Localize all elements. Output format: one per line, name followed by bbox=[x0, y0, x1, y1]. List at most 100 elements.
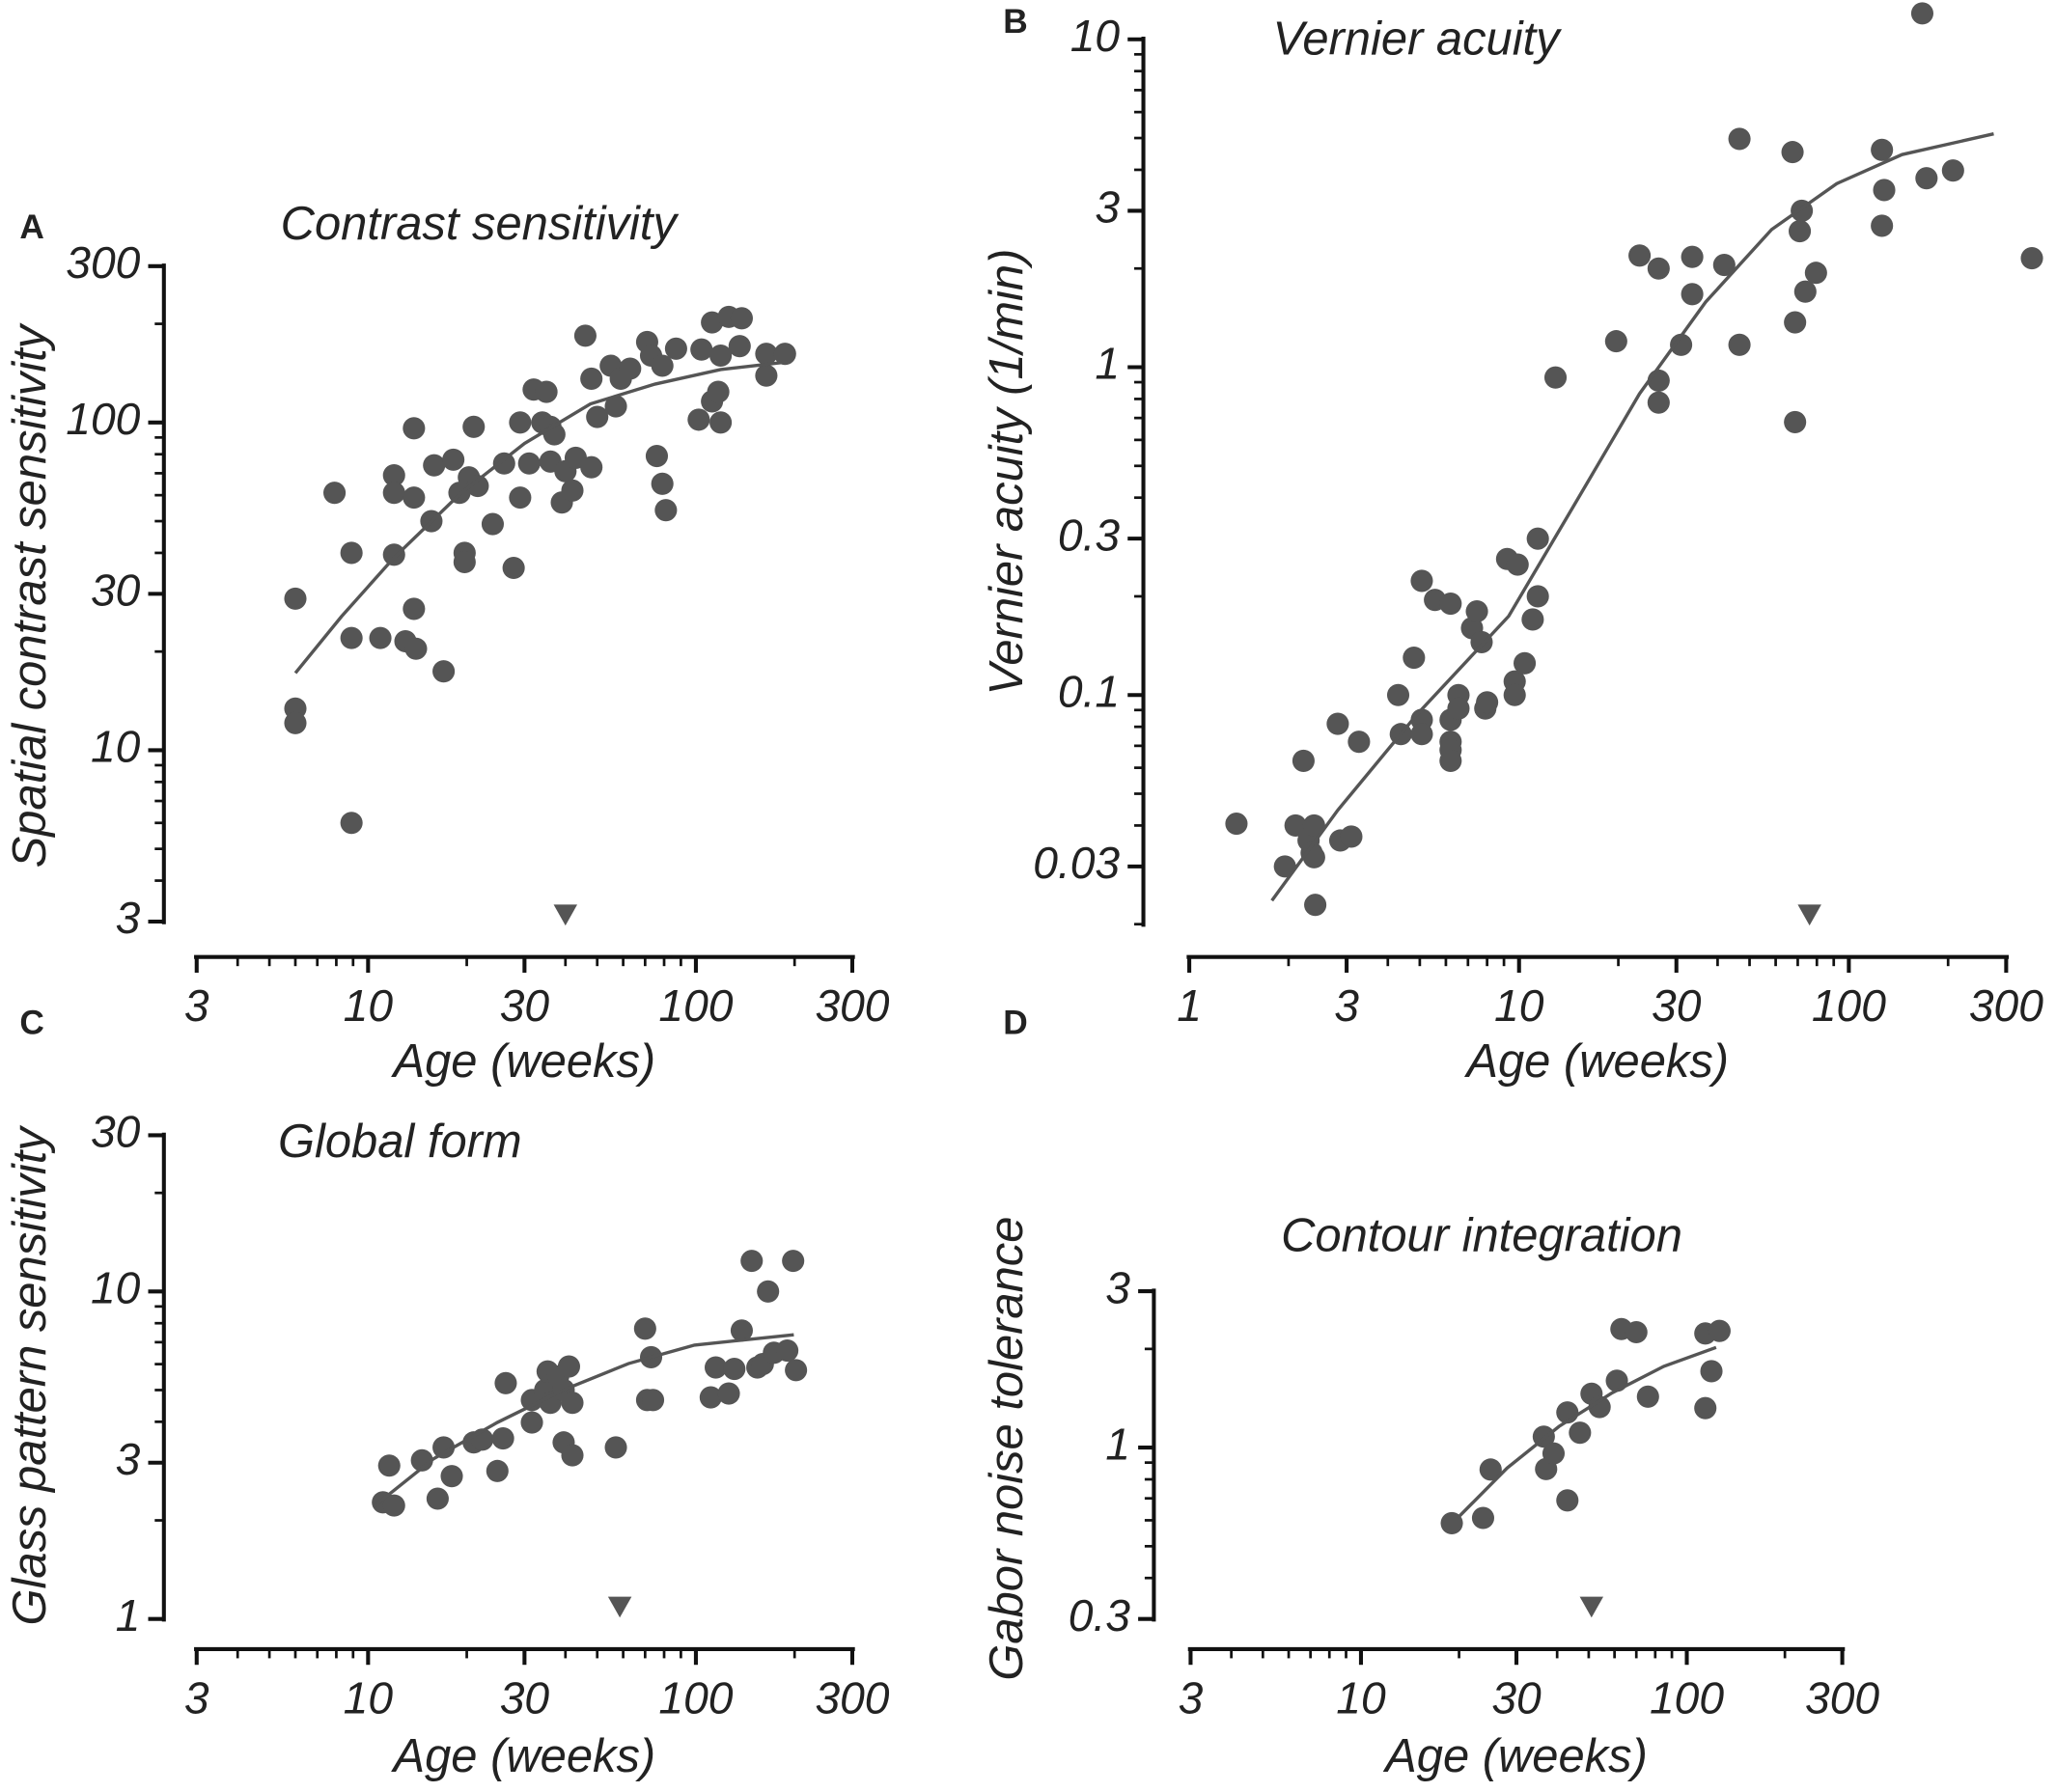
data-point bbox=[1712, 254, 1736, 277]
data-point bbox=[1784, 311, 1807, 334]
x-tick-label: 10 bbox=[344, 1672, 394, 1723]
data-point bbox=[284, 587, 307, 610]
data-point bbox=[580, 455, 603, 479]
y-tick-label: 30 bbox=[91, 1107, 141, 1157]
data-point bbox=[776, 1339, 799, 1363]
data-point bbox=[755, 364, 778, 387]
panel-letter: A bbox=[19, 208, 44, 246]
data-point bbox=[1784, 410, 1807, 433]
data-point bbox=[651, 354, 674, 377]
data-point bbox=[1273, 855, 1296, 878]
data-point bbox=[2020, 247, 2043, 270]
data-point bbox=[1302, 845, 1325, 868]
panel: A Contrast sensitivity Spatial contrast se… bbox=[4, 198, 890, 1088]
y-tick-label: 3 bbox=[116, 893, 141, 943]
x-tick-label: 3 bbox=[1179, 1672, 1204, 1723]
data-point bbox=[404, 637, 428, 660]
data-point bbox=[1447, 697, 1470, 720]
x-tick-label: 100 bbox=[1812, 980, 1886, 1031]
data-point bbox=[573, 324, 597, 347]
data-point bbox=[1471, 1506, 1494, 1530]
data-point bbox=[1681, 283, 1704, 306]
data-point bbox=[1781, 141, 1804, 164]
data-point bbox=[1476, 691, 1499, 714]
data-point bbox=[757, 1280, 780, 1303]
y-tick-label: 3 bbox=[116, 1434, 141, 1484]
age-marker bbox=[1797, 904, 1821, 926]
x-tick-label: 300 bbox=[815, 980, 889, 1031]
data-point bbox=[1636, 1385, 1659, 1408]
data-point bbox=[1506, 553, 1529, 576]
data-point bbox=[466, 475, 489, 498]
data-point bbox=[619, 357, 642, 380]
data-point bbox=[517, 452, 541, 475]
x-tick-label: 300 bbox=[1805, 1672, 1879, 1723]
data-point bbox=[382, 463, 405, 487]
x-axis-label: Age (weeks) bbox=[391, 1730, 656, 1782]
data-point bbox=[1440, 1511, 1463, 1534]
data-point bbox=[1302, 813, 1325, 837]
panel-letter: B bbox=[1003, 3, 1028, 41]
data-point bbox=[509, 486, 532, 510]
data-point bbox=[651, 472, 674, 495]
data-point bbox=[1304, 894, 1327, 917]
data-point bbox=[1526, 585, 1549, 608]
y-tick-label: 10 bbox=[91, 722, 141, 772]
data-point bbox=[1569, 1421, 1592, 1445]
x-tick-label: 3 bbox=[184, 980, 209, 1031]
data-point bbox=[690, 338, 713, 361]
fit-curve bbox=[293, 360, 788, 675]
x-axis-label: Age (weeks) bbox=[391, 1035, 656, 1088]
y-tick-label: 0.3 bbox=[1069, 1590, 1131, 1640]
fit-curve bbox=[1456, 1345, 1717, 1520]
x-axis-label: Age (weeks) bbox=[1382, 1730, 1648, 1782]
data-point bbox=[755, 343, 778, 366]
data-point bbox=[1681, 245, 1704, 268]
data-point bbox=[1386, 683, 1410, 706]
y-tick-label: 3 bbox=[1095, 182, 1120, 233]
x-tick-label: 100 bbox=[658, 980, 733, 1031]
y-axis-label: Spatial contrast sensitivity bbox=[4, 322, 56, 868]
data-point bbox=[604, 395, 627, 418]
data-point bbox=[410, 1448, 433, 1472]
data-point bbox=[323, 482, 347, 505]
data-point bbox=[561, 1392, 584, 1415]
panel-title: Contrast sensitivity bbox=[281, 198, 680, 250]
data-point bbox=[705, 1356, 728, 1379]
x-tick-label: 300 bbox=[1969, 980, 2043, 1031]
data-point bbox=[1542, 1442, 1566, 1465]
data-point bbox=[604, 1436, 627, 1459]
data-point bbox=[1526, 527, 1549, 550]
data-point bbox=[1694, 1396, 1717, 1420]
data-point bbox=[730, 307, 753, 330]
data-point bbox=[1556, 1489, 1579, 1512]
panel-title: Global form bbox=[278, 1116, 522, 1168]
data-point bbox=[1543, 366, 1568, 389]
data-point bbox=[1470, 630, 1493, 653]
data-point bbox=[1348, 731, 1371, 754]
panel: C Global form Glass pattern sensitivity Age… bbox=[4, 1005, 890, 1782]
data-point bbox=[1403, 646, 1426, 670]
x-tick-label: 300 bbox=[815, 1672, 889, 1723]
data-point bbox=[1225, 813, 1248, 836]
age-marker bbox=[553, 904, 578, 926]
data-point bbox=[1292, 749, 1315, 772]
fit-curve bbox=[1270, 132, 1994, 902]
data-point bbox=[709, 411, 733, 434]
data-point bbox=[1410, 569, 1433, 593]
data-point bbox=[707, 380, 730, 403]
data-point bbox=[1873, 179, 1896, 202]
data-point bbox=[1871, 214, 1894, 237]
x-tick-label: 3 bbox=[1334, 980, 1359, 1031]
data-point bbox=[1465, 599, 1488, 623]
data-point bbox=[1941, 159, 1964, 182]
data-point bbox=[520, 1411, 543, 1434]
data-point bbox=[1628, 244, 1652, 267]
y-tick-label: 10 bbox=[1070, 11, 1121, 61]
data-point bbox=[442, 448, 465, 471]
data-point bbox=[432, 660, 456, 683]
data-point bbox=[494, 1371, 517, 1394]
data-point bbox=[557, 1355, 580, 1378]
y-tick-label: 0.03 bbox=[1033, 838, 1120, 888]
